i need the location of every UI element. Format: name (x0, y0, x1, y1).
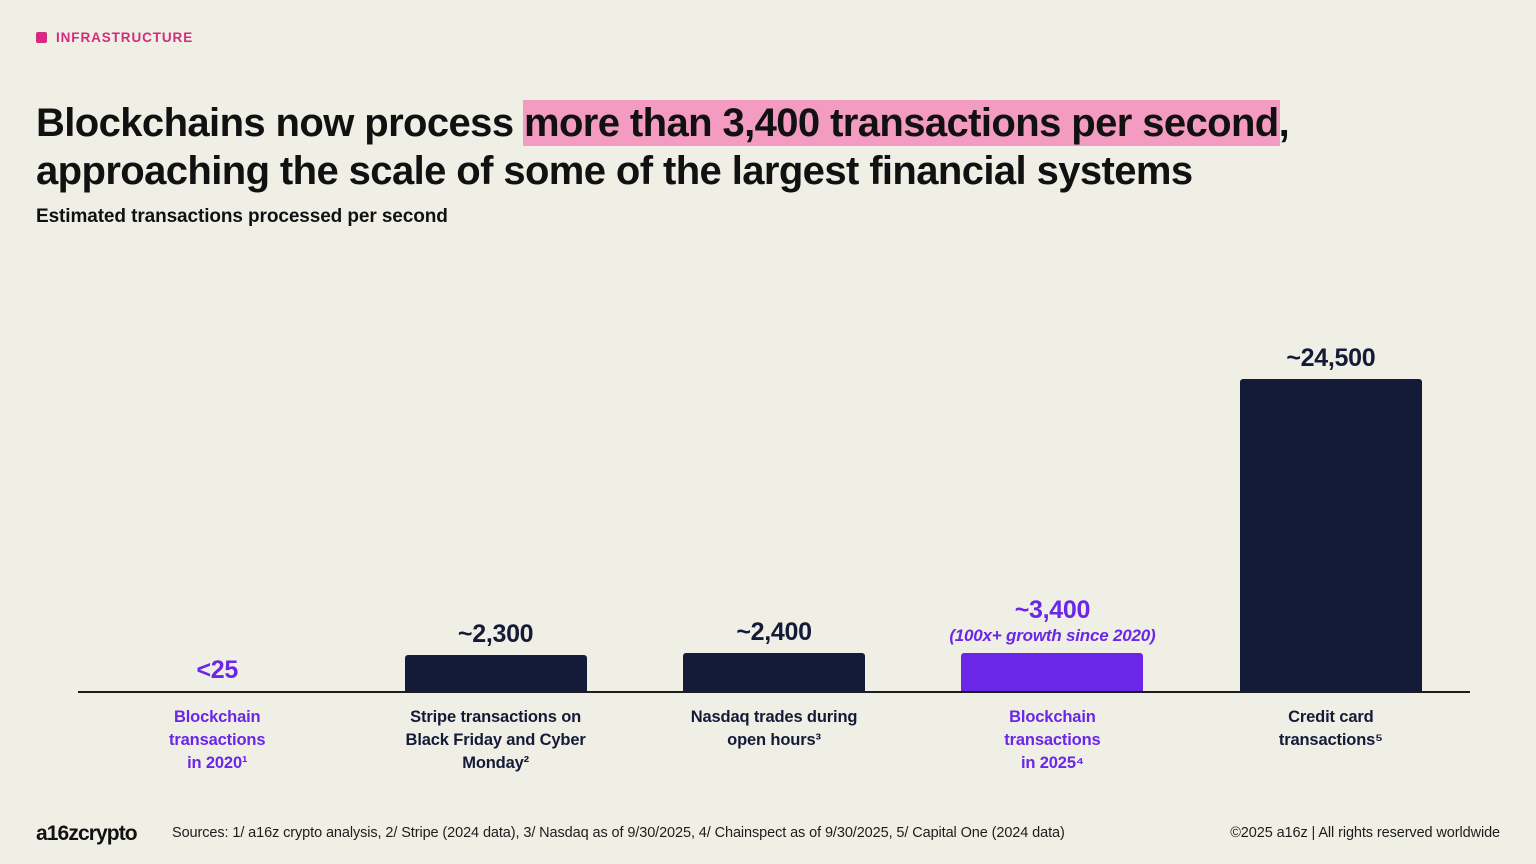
category-eyebrow: INFRASTRUCTURE (36, 30, 193, 45)
x-axis-line (78, 691, 1470, 693)
x-axis-labels: Blockchain transactions in 2020¹ Stripe … (78, 706, 1470, 775)
bar-value-wrap: ~2,300 (356, 619, 634, 649)
bar-chart: <25 ~2,300 ~2,400 ~3,400 (100x+ growth s… (78, 300, 1470, 693)
x-axis-label-line: Nasdaq trades during (690, 708, 858, 726)
bar-value-label: ~2,400 (736, 618, 812, 646)
bar-column: <25 (78, 300, 356, 691)
bar-value-label: ~24,500 (1286, 344, 1376, 372)
x-axis-label-line: Black Friday and Cyber (405, 731, 586, 749)
x-axis-label: Credit card transactions⁵ (1192, 706, 1470, 775)
bar-rect (1239, 379, 1422, 691)
x-axis-label-line: open hours³ (727, 731, 821, 749)
bar-group: <25 ~2,300 ~2,400 ~3,400 (100x+ growth s… (78, 300, 1470, 691)
a16zcrypto-logo: a16zcrypto (36, 822, 138, 845)
x-axis-label-line: in 2020¹ (187, 754, 248, 772)
x-axis-label-line: Blockchain (1009, 708, 1096, 726)
headline-highlight: more than 3,400 transactions per second (523, 100, 1279, 145)
x-axis-label-line: Blockchain (173, 708, 261, 726)
x-axis-label-line: transactions (1004, 731, 1101, 749)
bar-value-label: <25 (196, 656, 238, 684)
x-axis-label: Nasdaq trades during open hours³ (635, 706, 913, 775)
x-axis-label: Blockchain transactions in 2025⁴ (913, 706, 1191, 775)
x-axis-label: Blockchain transactions in 2020¹ (78, 706, 356, 775)
square-bullet-icon (36, 32, 47, 43)
page-title: Blockchains now process more than 3,400 … (36, 99, 1496, 195)
x-axis-label-line: Stripe transactions on (410, 708, 582, 726)
category-label: INFRASTRUCTURE (56, 30, 194, 45)
sources-note: Sources: 1/ a16z crypto analysis, 2/ Str… (172, 825, 1065, 841)
bar-rect (961, 653, 1144, 691)
headline-part1: Blockchains now process (36, 100, 524, 145)
x-axis-label-line: transactions (169, 731, 266, 749)
bar-rect (404, 655, 587, 691)
bar-rect (683, 653, 866, 691)
bar-value-label: ~2,300 (457, 620, 534, 648)
bar-column: ~24,500 (1192, 300, 1470, 691)
x-axis-label-line: transactions⁵ (1278, 731, 1383, 749)
chart-subtitle: Estimated transactions processed per sec… (36, 206, 448, 227)
headline-part2: , (1278, 100, 1290, 145)
x-axis-label-line: in 2025⁴ (1020, 754, 1084, 772)
bar-value-wrap: ~2,400 (635, 617, 913, 647)
x-axis-label-line: Credit card (1288, 708, 1374, 726)
bar-value-wrap: ~3,400 (100x+ growth since 2020) (913, 595, 1191, 647)
headline-line2: approaching the scale of some of the lar… (36, 148, 1193, 193)
bar-value-label: ~3,400 (1014, 596, 1091, 624)
bar-value-wrap: <25 (78, 655, 356, 685)
copyright-note: ©2025 a16z | All rights reserved worldwi… (1230, 825, 1500, 841)
x-axis-label: Stripe transactions on Black Friday and … (356, 706, 634, 775)
bar-value-wrap: ~24,500 (1192, 343, 1470, 373)
bar-annotation: (100x+ growth since 2020) (949, 626, 1156, 645)
bar-column: ~2,400 (635, 300, 913, 691)
bar-column: ~3,400 (100x+ growth since 2020) (913, 300, 1191, 691)
x-axis-label-line: Monday² (462, 754, 529, 772)
bar-column: ~2,300 (356, 300, 634, 691)
